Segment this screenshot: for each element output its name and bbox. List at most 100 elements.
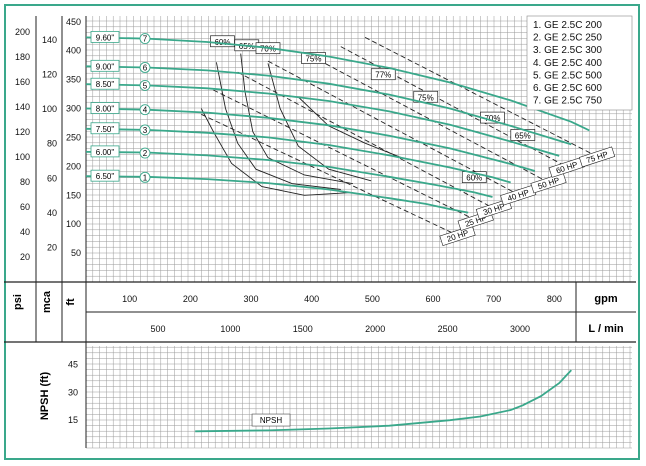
psi-unit-label: psi <box>12 294 24 310</box>
ft-unit-label: ft <box>65 298 77 306</box>
diameter-label-box <box>90 145 120 158</box>
ft-tick-label: 50 <box>71 248 81 258</box>
efficiency-label-box <box>370 68 396 81</box>
curve-number-marker <box>139 104 151 116</box>
curve-number-marker <box>139 124 151 136</box>
gpm-unit-label: gpm <box>594 293 617 305</box>
head-curve-6 <box>85 65 572 146</box>
psi-tick-label: 160 <box>15 77 30 87</box>
efficiency-label-box <box>301 52 326 64</box>
curve-number-marker <box>139 33 151 45</box>
diameter-label-box <box>90 122 120 135</box>
efficiency-label: 75% <box>305 55 321 64</box>
power-label-box <box>578 146 616 168</box>
curve-number-marker <box>139 171 151 183</box>
power-label-group: 40 HP <box>500 184 537 206</box>
diameter-label-box <box>90 169 120 182</box>
npsh-axis-label: NPSH (ft) <box>39 372 51 421</box>
gpm-tick-label: 500 <box>365 294 380 304</box>
efficiency-label: 77% <box>375 71 391 80</box>
power-line <box>304 52 554 186</box>
gpm-tick-label: 400 <box>304 294 319 304</box>
diameter-label: 6.00" <box>96 148 115 157</box>
npsh-curve <box>195 369 572 433</box>
mca-unit-label: mca <box>41 290 53 313</box>
psi-tick-label: 120 <box>15 127 30 137</box>
efficiency-label-box <box>461 171 487 183</box>
diameter-label: 9.60" <box>96 33 115 42</box>
head-curves: 6.50" 1 6.00" 2 7.50" 3 8.00" 4 8.50" 5 9.00" 6 9.60… <box>85 30 590 214</box>
npsh-label-box <box>251 413 291 427</box>
diameter-label-box <box>90 102 120 114</box>
ft-tick-label: 350 <box>66 75 81 85</box>
power-line <box>201 113 463 238</box>
efficiency-curve <box>267 63 372 182</box>
gpm-tick-label: 300 <box>243 294 258 304</box>
curve-number-marker <box>139 62 151 73</box>
head-curve-4 <box>85 107 536 172</box>
diameter-label-box <box>90 59 120 72</box>
mca-tick-label: 80 <box>47 139 57 149</box>
npsh-tick-label: 15 <box>68 415 78 425</box>
psi-tick-label: 40 <box>20 227 30 237</box>
head-curve-7 <box>85 36 590 132</box>
power-label-group: 20 HP <box>439 225 476 246</box>
mca-tick-label: 120 <box>42 70 57 80</box>
power-label-box <box>530 172 567 194</box>
psi-tick-label: 140 <box>15 102 30 112</box>
npsh-tick-label: 30 <box>68 387 78 397</box>
psi-tick-label: 20 <box>20 252 30 262</box>
legend-entry: 1. GE 2.5C 200 <box>533 20 602 31</box>
efficiency-label: 60% <box>466 174 482 183</box>
npsh-grid <box>85 346 632 449</box>
diameter-label: 8.50" <box>96 80 115 89</box>
diameter-label: 8.00" <box>96 105 115 114</box>
lpm-tick-label: 1000 <box>220 324 240 334</box>
gpm-tick-label: 800 <box>547 294 562 304</box>
legend-entry: 5. GE 2.5C 500 <box>533 70 602 81</box>
head-curve-1 <box>85 175 469 214</box>
efficiency-curve <box>240 53 353 185</box>
power-line <box>213 89 481 223</box>
ft-tick-label: 100 <box>66 219 81 229</box>
mca-tick-label: 60 <box>47 173 57 183</box>
power-label-box <box>475 198 513 220</box>
lpm-tick-label: 3000 <box>510 324 530 334</box>
curve-number-label: 5 <box>143 81 148 90</box>
lpm-unit-label: L / min <box>588 323 624 335</box>
ft-tick-label: 400 <box>66 46 81 56</box>
head-curve-5 <box>85 83 560 157</box>
efficiency-curve <box>297 96 402 159</box>
power-label-box <box>439 225 476 246</box>
head-curve-3 <box>85 127 511 184</box>
curve-number-marker <box>139 79 151 91</box>
ft-tick-label: 150 <box>66 190 81 200</box>
curve-number-label: 7 <box>143 35 148 44</box>
legend-entry: 6. GE 2.5C 600 <box>533 83 602 94</box>
efficiency-label: 75% <box>418 93 434 102</box>
curve-number-label: 2 <box>143 149 148 158</box>
diameter-label-box <box>90 30 120 43</box>
efficiency-label: 65% <box>515 131 531 140</box>
psi-tick-label: 60 <box>20 202 30 212</box>
diameter-label: 7.50" <box>96 125 115 134</box>
efficiency-label: 60% <box>214 38 230 47</box>
mca-tick-label: 100 <box>42 104 57 114</box>
lpm-tick-label: 2500 <box>438 324 458 334</box>
power-label: 60 HP <box>555 160 579 175</box>
psi-tick-label: 80 <box>20 177 30 187</box>
efficiency-curve <box>215 62 341 190</box>
curve-number-label: 3 <box>143 126 148 135</box>
ft-tick-label: 300 <box>66 104 81 114</box>
legend-box <box>526 15 633 111</box>
psi-tick-label: 200 <box>15 27 30 37</box>
curve-number-marker <box>139 147 151 159</box>
gpm-tick-label: 700 <box>486 294 501 304</box>
curve-number-label: 4 <box>143 106 148 115</box>
efficiency-curve <box>200 108 353 196</box>
legend-entry: 2. GE 2.5C 250 <box>533 33 602 44</box>
lpm-tick-label: 1500 <box>293 324 313 334</box>
efficiency-label: 70% <box>260 45 276 54</box>
efficiency-label: 70% <box>484 114 500 123</box>
